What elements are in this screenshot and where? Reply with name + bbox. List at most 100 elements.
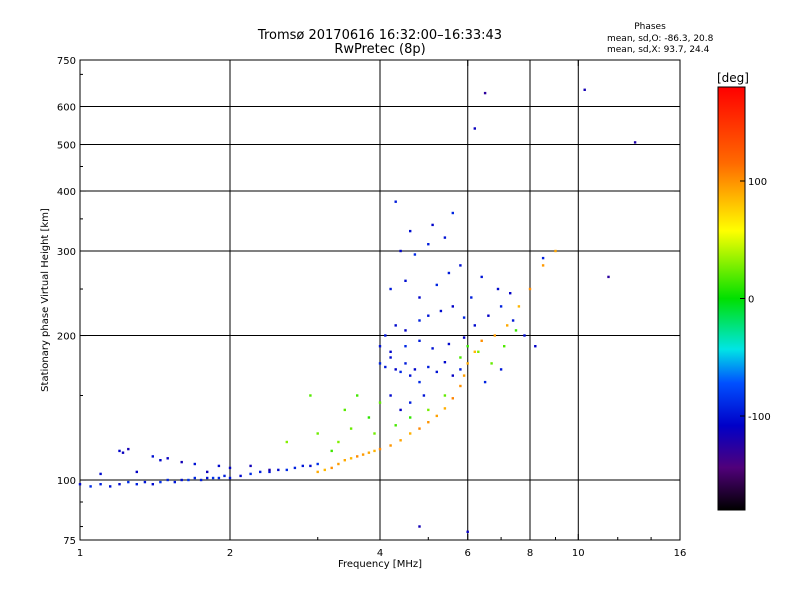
data-point [418, 296, 421, 299]
y-tick-label: 750 [57, 56, 76, 67]
data-point [259, 470, 262, 474]
data-point [394, 200, 397, 203]
data-point [413, 253, 417, 256]
data-point [373, 449, 376, 453]
data-point [151, 455, 154, 458]
data-point [99, 483, 102, 486]
data-point [509, 292, 512, 295]
colorbar-tick-label: -100 [748, 412, 771, 423]
data-point [409, 374, 412, 377]
data-point [301, 464, 304, 468]
data-point [409, 416, 412, 419]
y-tick-label: 75 [63, 536, 76, 547]
data-point [490, 362, 493, 365]
data-point [389, 444, 392, 447]
data-point [343, 459, 346, 462]
data-point [389, 394, 392, 397]
data-point [285, 468, 288, 472]
data-point [121, 451, 125, 454]
data-point [384, 334, 387, 337]
data-point [431, 223, 434, 227]
x-tick-label: 4 [377, 548, 383, 559]
y-tick-label: 200 [57, 332, 76, 343]
data-point [361, 453, 365, 456]
data-point [418, 427, 421, 430]
data-point [118, 449, 121, 453]
data-point [127, 480, 130, 484]
data-points [78, 88, 637, 533]
data-point [499, 305, 503, 308]
data-point [217, 476, 221, 480]
chart-subtitle: RwPretec (8p) [334, 42, 425, 57]
data-point [427, 243, 430, 246]
data-point [451, 397, 454, 400]
data-point [506, 324, 509, 327]
data-point [356, 394, 359, 397]
data-point [316, 432, 319, 435]
data-point [447, 342, 451, 346]
data-point [384, 365, 387, 369]
colorbar-tick-label: 0 [748, 295, 754, 306]
data-point [459, 356, 462, 359]
data-point [435, 414, 438, 418]
data-point [466, 345, 469, 348]
data-point [487, 314, 490, 317]
data-point [378, 362, 382, 365]
data-point [534, 345, 537, 348]
data-point [418, 339, 421, 342]
data-point [378, 401, 382, 404]
data-point [337, 462, 340, 466]
data-point [514, 329, 518, 332]
data-point [459, 384, 462, 388]
data-point [451, 211, 454, 215]
data-point [349, 427, 353, 430]
data-point [343, 408, 346, 412]
data-point [409, 401, 412, 404]
y-tick-label: 500 [57, 141, 76, 152]
data-point [409, 229, 412, 233]
data-point [583, 88, 586, 91]
data-point [607, 275, 610, 279]
data-point [337, 440, 340, 444]
data-point [223, 474, 226, 478]
data-point [427, 421, 430, 424]
data-point [473, 350, 476, 353]
data-point [511, 319, 515, 322]
x-tick-label: 8 [527, 548, 533, 559]
data-point [127, 447, 130, 451]
data-point [480, 275, 483, 279]
data-point [323, 468, 326, 472]
data-point [309, 464, 312, 468]
data-point [206, 470, 209, 474]
y-axis: 75 100 200 300 400 500 600 750 [57, 56, 680, 547]
data-point [268, 470, 271, 474]
data-point [159, 459, 162, 462]
data-point [541, 264, 545, 267]
data-point [483, 380, 487, 384]
data-point [217, 464, 221, 468]
data-point [180, 478, 183, 482]
gridlines [80, 60, 680, 540]
data-point [228, 476, 232, 480]
data-point [378, 447, 382, 451]
colorbar-label: [deg] [717, 71, 749, 85]
data-point [399, 439, 402, 442]
stats-heading: Phases [634, 22, 666, 32]
data-point [389, 356, 392, 359]
data-point [451, 374, 454, 377]
data-point [418, 319, 421, 322]
data-point [206, 476, 209, 480]
data-point [399, 249, 402, 253]
data-point [443, 236, 447, 239]
y-tick-label: 300 [57, 247, 76, 258]
x-tick-label: 16 [674, 548, 687, 559]
data-point [473, 127, 476, 130]
data-point [378, 345, 382, 348]
data-point [285, 440, 288, 444]
data-point [193, 476, 196, 480]
data-point [435, 283, 438, 287]
data-point [89, 485, 92, 488]
data-point [316, 470, 319, 474]
colorbar-tick-label: 100 [748, 177, 767, 188]
data-point [404, 279, 407, 282]
